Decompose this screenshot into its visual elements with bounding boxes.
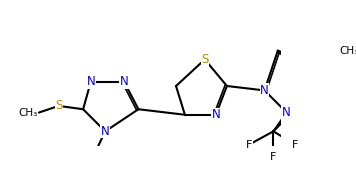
Text: F: F — [270, 152, 277, 162]
Text: F: F — [246, 140, 252, 150]
Text: N: N — [282, 106, 291, 119]
Text: CH₃: CH₃ — [339, 46, 356, 56]
Text: N: N — [211, 108, 220, 121]
Text: N: N — [120, 75, 129, 88]
Text: N: N — [87, 75, 95, 88]
Text: S: S — [201, 53, 209, 66]
Text: CH₃: CH₃ — [18, 108, 37, 117]
Text: N: N — [260, 84, 269, 97]
Text: F: F — [292, 140, 299, 150]
Text: N: N — [101, 125, 110, 138]
Text: S: S — [55, 99, 62, 112]
